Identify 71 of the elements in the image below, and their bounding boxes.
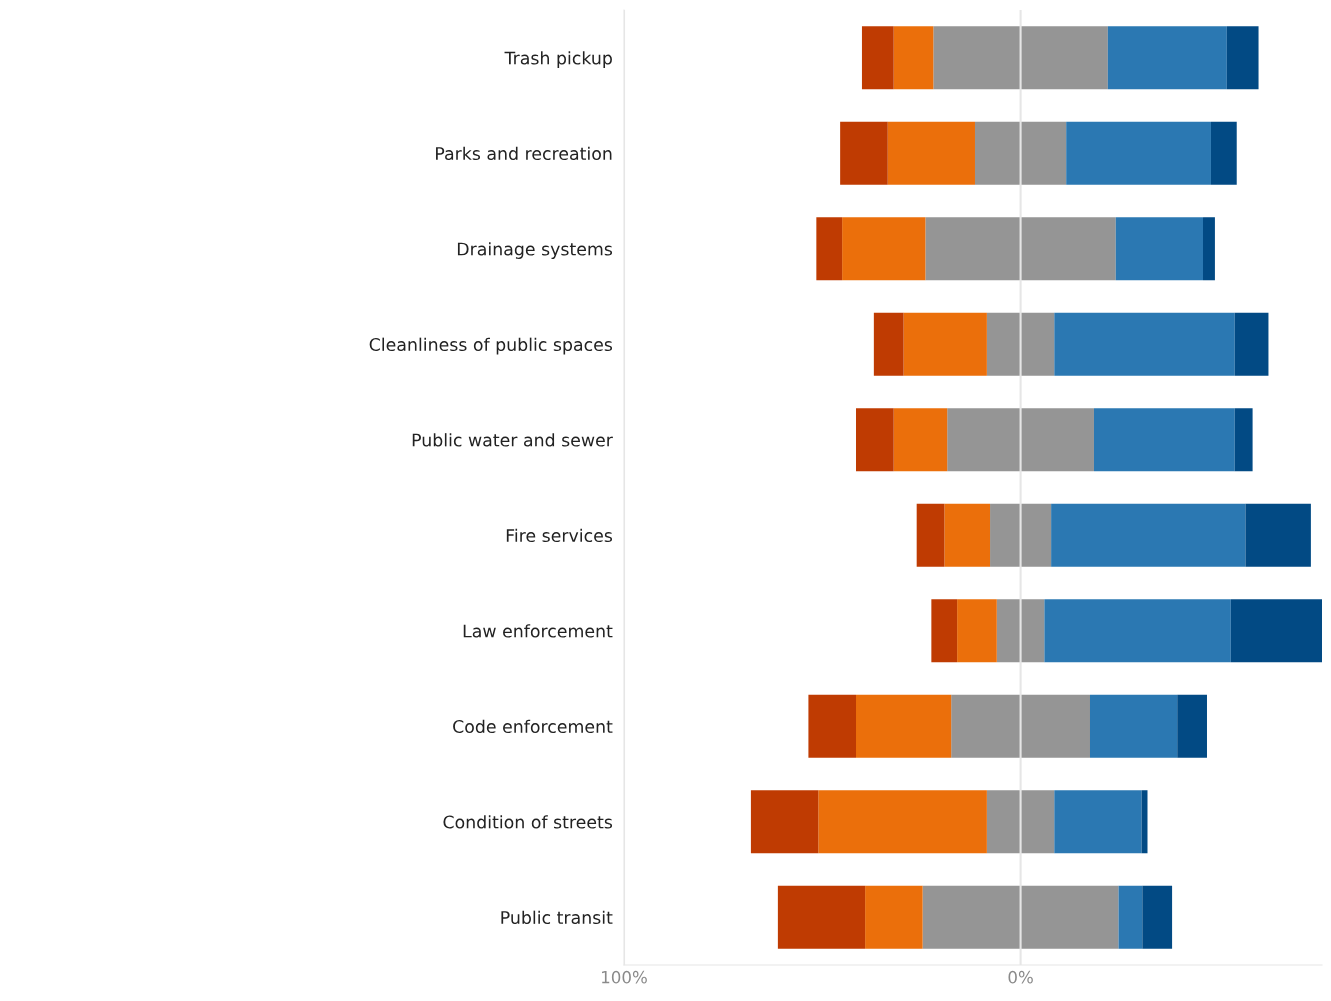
bar (1020, 121, 1067, 185)
y-tick-label: Condition of streets (443, 815, 613, 829)
bar (856, 408, 894, 472)
bar (777, 885, 866, 949)
bar (1066, 121, 1211, 185)
bar (1234, 408, 1253, 472)
bar (933, 26, 1021, 90)
bar (856, 694, 952, 758)
bar (861, 26, 894, 90)
bar (957, 599, 997, 663)
bar (893, 408, 948, 472)
bar (1051, 503, 1246, 567)
bar (1044, 599, 1231, 663)
bar (750, 790, 819, 854)
bar (1226, 26, 1259, 90)
bar (974, 121, 1021, 185)
x-tick-label: 100% (602, 970, 647, 984)
bar (865, 885, 923, 949)
y-tick-label: Parks and recreation (436, 146, 612, 161)
bar (916, 503, 945, 567)
bar (925, 217, 1021, 281)
bar (1177, 694, 1207, 758)
bar (951, 694, 1021, 758)
y-tick-label: Drainage systems (457, 242, 613, 259)
y-tick-label: Fire services (506, 528, 613, 543)
bar (986, 312, 1021, 376)
x-tick-label: 0% (1008, 970, 1033, 984)
bar (990, 503, 1021, 567)
bar (816, 217, 843, 281)
bar (1089, 694, 1178, 758)
y-tick-label: Code enforcement (453, 719, 613, 734)
bar (1142, 885, 1173, 949)
bar (1020, 599, 1045, 663)
bar (1245, 503, 1311, 567)
bar (922, 885, 1021, 949)
bar (1020, 503, 1052, 567)
bar (1093, 408, 1235, 472)
bar (1020, 885, 1119, 949)
bar (1141, 790, 1148, 854)
bar (1020, 790, 1055, 854)
bar (840, 121, 888, 185)
y-tick-label: Cleanliness of public spaces (369, 337, 613, 355)
y-tick-label: Trash pickup (504, 51, 612, 68)
bar (1115, 217, 1204, 281)
bar (947, 408, 1021, 472)
bar (1020, 312, 1055, 376)
bar (1210, 121, 1237, 185)
bar (887, 121, 975, 185)
bar (1020, 694, 1090, 758)
bar (808, 694, 857, 758)
bar (944, 503, 991, 567)
bar (986, 790, 1021, 854)
bar (893, 26, 934, 90)
bar (1020, 26, 1108, 90)
bar (1234, 312, 1269, 376)
bar (1054, 312, 1235, 376)
bar (931, 599, 958, 663)
y-tick-label: Public transit (501, 910, 613, 925)
bar (818, 790, 987, 854)
bar (903, 312, 987, 376)
bar (1203, 217, 1215, 281)
y-tick-label: Public water and sewer (412, 433, 613, 447)
bar (842, 217, 926, 281)
bar (1020, 217, 1116, 281)
bar (1020, 408, 1094, 472)
y-tick-label: Law enforcement (463, 624, 613, 638)
bar (996, 599, 1021, 663)
bar (1054, 790, 1142, 854)
bar (1118, 885, 1143, 949)
bar (1107, 26, 1227, 90)
bar (873, 312, 904, 376)
